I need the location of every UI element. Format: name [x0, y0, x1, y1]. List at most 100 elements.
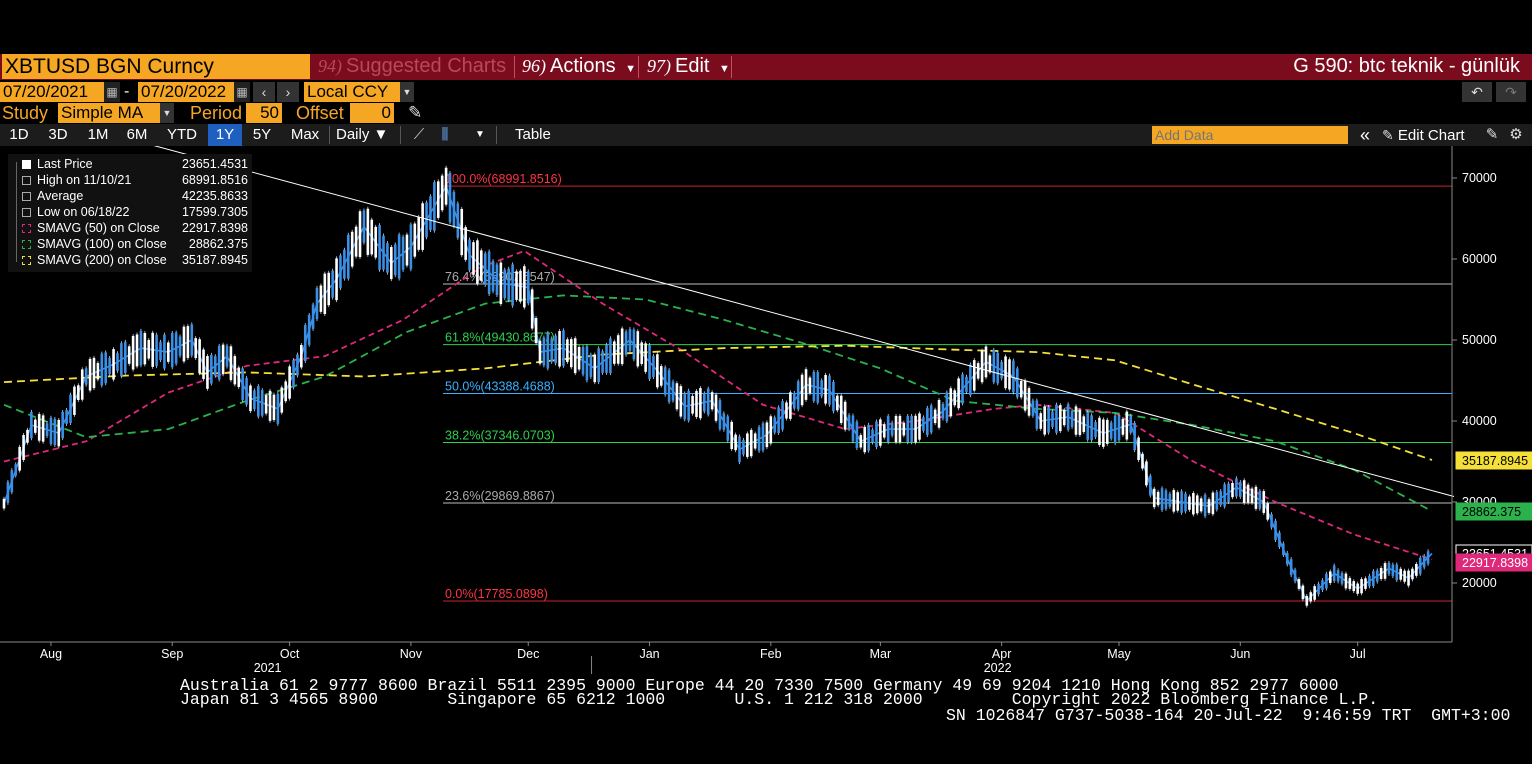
start-date-field[interactable]: 07/20/2021 [0, 82, 104, 102]
collapse-icon[interactable]: « [1359, 125, 1370, 145]
price-candle [675, 383, 679, 410]
price-candle [847, 415, 851, 430]
price-candle [616, 335, 620, 364]
price-candle [1305, 595, 1309, 606]
range-max-button[interactable]: Max [290, 126, 320, 143]
prev-period-icon[interactable]: ‹ [253, 82, 275, 102]
currency-select[interactable]: Local CCY [304, 82, 400, 102]
range-ytd-button[interactable]: YTD [167, 126, 197, 143]
price-candle [593, 354, 597, 383]
currency-dropdown-icon[interactable]: ▼ [400, 82, 414, 102]
price-candle [487, 251, 491, 294]
study-select[interactable]: Simple MA [58, 103, 160, 123]
price-candle [116, 353, 119, 371]
price-candle [1293, 569, 1297, 582]
chart-settings-edit-icon[interactable]: ✎ [1485, 126, 1499, 143]
study-dropdown-icon[interactable]: ▼ [160, 103, 174, 123]
price-candle [1113, 415, 1117, 444]
price-candle [1411, 568, 1414, 580]
price-candle [1223, 484, 1226, 507]
price-candle [1426, 551, 1430, 564]
gear-icon[interactable]: ⚙ [1509, 126, 1523, 143]
price-candle [820, 380, 823, 397]
end-calendar-icon[interactable]: ▦ [234, 82, 250, 102]
y-tick-label: 50000 [1462, 333, 1497, 347]
price-candle [953, 390, 956, 406]
price-candle [1328, 571, 1332, 583]
start-calendar-icon[interactable]: ▦ [104, 82, 120, 102]
x-tick-label: Nov [400, 647, 423, 661]
price-candle [969, 364, 972, 396]
price-candle [120, 343, 123, 377]
chart-type-dropdown-icon[interactable]: ▼ [475, 129, 485, 140]
price-candle [1195, 495, 1199, 514]
end-date-field[interactable]: 07/20/2022 [138, 82, 234, 102]
range-5y-button[interactable]: 5Y [252, 126, 272, 143]
offset-input[interactable]: 0 [350, 103, 394, 123]
price-candle [569, 339, 573, 368]
price-candle [1422, 555, 1426, 568]
redo-icon[interactable]: ↷ [1496, 82, 1526, 102]
range-1y-button[interactable]: 1Y [208, 124, 242, 146]
range-3d-button[interactable]: 3D [48, 126, 68, 143]
range-6m-button[interactable]: 6M [126, 126, 148, 143]
price-candle [491, 261, 495, 292]
price-candle [327, 272, 331, 306]
candle-chart-icon[interactable]: ⫼ [441, 126, 449, 143]
price-candle [808, 377, 812, 394]
price-candle [941, 403, 945, 419]
price-candle [632, 329, 636, 360]
fib-label-0: 100.0%(68991.8516) [445, 172, 562, 186]
price-candle [1031, 400, 1035, 416]
edit-menu[interactable]: 97) Edit ▼ [647, 54, 730, 79]
price-candle [1375, 570, 1379, 582]
price-chart[interactable]: 100.0%(68991.8516)76.4%(56907.6547)61.8%… [0, 146, 1532, 674]
price-candle [53, 418, 57, 446]
edit-chart-button[interactable]: ✎ Edit Chart [1382, 124, 1465, 146]
range-1m-button[interactable]: 1M [87, 126, 109, 143]
price-candle [945, 392, 949, 422]
price-candle [1012, 360, 1015, 393]
price-candle [1399, 568, 1403, 580]
pencil-icon[interactable]: ✎ [408, 103, 423, 122]
security-ticker-field[interactable]: XBTUSD BGN Curncy [2, 54, 310, 79]
price-candle [757, 427, 761, 451]
range-1d-button[interactable]: 1D [9, 126, 29, 143]
price-candle [652, 355, 655, 377]
price-candle [526, 271, 530, 304]
price-candle [781, 401, 784, 430]
frequency-select[interactable]: Daily ▼ [336, 126, 389, 143]
price-candle [1250, 488, 1254, 503]
price-candle [1313, 586, 1316, 600]
actions-menu[interactable]: 96) Actions ▼ [522, 54, 636, 79]
suggested-charts-menu[interactable]: 94) Suggested Charts [318, 54, 506, 79]
toolbar-divider [329, 126, 330, 144]
next-period-icon[interactable]: › [277, 82, 299, 102]
add-data-input[interactable] [1152, 126, 1348, 144]
legend-value: 28862.375 [188, 237, 248, 251]
legend-row: High on 11/10/21 68991.8516 [8, 172, 252, 188]
price-candle [777, 407, 780, 434]
price-candle [280, 387, 284, 413]
table-button[interactable]: Table [515, 126, 551, 143]
price-candle [131, 335, 135, 370]
price-candle [1023, 380, 1027, 411]
suggested-charts-number: 94) [318, 56, 342, 76]
price-candle [1176, 492, 1179, 511]
price-candle [1207, 499, 1211, 513]
price-candle [562, 330, 565, 366]
undo-icon[interactable]: ↶ [1462, 82, 1492, 102]
x-tick-label: Oct [280, 647, 300, 661]
price-candle [1062, 409, 1066, 426]
line-chart-icon[interactable]: ⟋ [413, 126, 425, 143]
price-candle [1227, 483, 1230, 502]
price-candle [1379, 567, 1383, 579]
price-candle [573, 338, 577, 374]
price-candle [581, 347, 585, 375]
year-label: 2021 [254, 661, 282, 674]
legend-row: SMAVG (200) on Close 35187.8945 [8, 252, 252, 268]
period-input[interactable]: 50 [246, 103, 282, 123]
legend-row: SMAVG (50) on Close 22917.8398 [8, 220, 252, 236]
price-candle [123, 341, 127, 373]
